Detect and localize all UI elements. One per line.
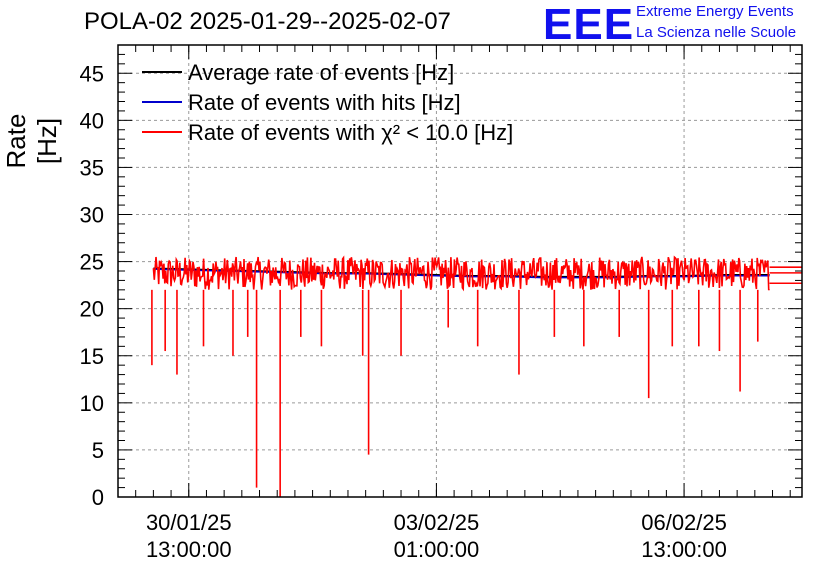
x-tick-time: 01:00:00 [394, 537, 480, 562]
chart-title: POLA-02 2025-01-29--2025-02-07 [84, 8, 451, 35]
x-tick-labels: 30/01/2513:00:0003/02/2501:00:0006/02/25… [146, 510, 727, 562]
logo-line-1: Extreme Energy Events [636, 3, 794, 20]
y-tick-label: 40 [80, 108, 104, 133]
legend: Average rate of events [Hz] Rate of event… [142, 60, 513, 145]
series-chi2-noise [152, 255, 770, 292]
y-axis-label: Rate [Hz] [1, 113, 62, 169]
logo-line-2: La Scienza nelle Scuole [636, 24, 797, 41]
y-tick-label: 20 [80, 297, 104, 322]
legend-label: Average rate of events [Hz] [188, 60, 454, 85]
legend-label: Rate of events with χ² < 10.0 [Hz] [188, 120, 513, 145]
x-tick-time: 13:00:00 [146, 537, 232, 562]
data-series [151, 255, 802, 497]
y-tick-label: 5 [92, 438, 104, 463]
x-tick-time: 13:00:00 [641, 537, 727, 562]
y-tick-label: 25 [80, 250, 104, 275]
y-tick-label: 35 [80, 155, 104, 180]
y-tick-label: 15 [80, 344, 104, 369]
x-tick-date: 03/02/25 [394, 510, 480, 535]
y-tick-label: 45 [80, 61, 104, 86]
eee-logo: EEE [543, 0, 635, 49]
y-tick-label: 10 [80, 391, 104, 416]
y-tick-labels: 0 5 10 15 20 25 30 35 40 45 [80, 61, 104, 510]
axis-ticks [117, 44, 802, 498]
x-tick-date: 06/02/25 [641, 510, 727, 535]
x-tick-date: 30/01/25 [146, 510, 232, 535]
grid-lines [118, 45, 802, 497]
y-tick-label: 0 [92, 485, 104, 510]
legend-label: Rate of events with hits [Hz] [188, 90, 461, 115]
y-tick-label: 30 [80, 203, 104, 228]
